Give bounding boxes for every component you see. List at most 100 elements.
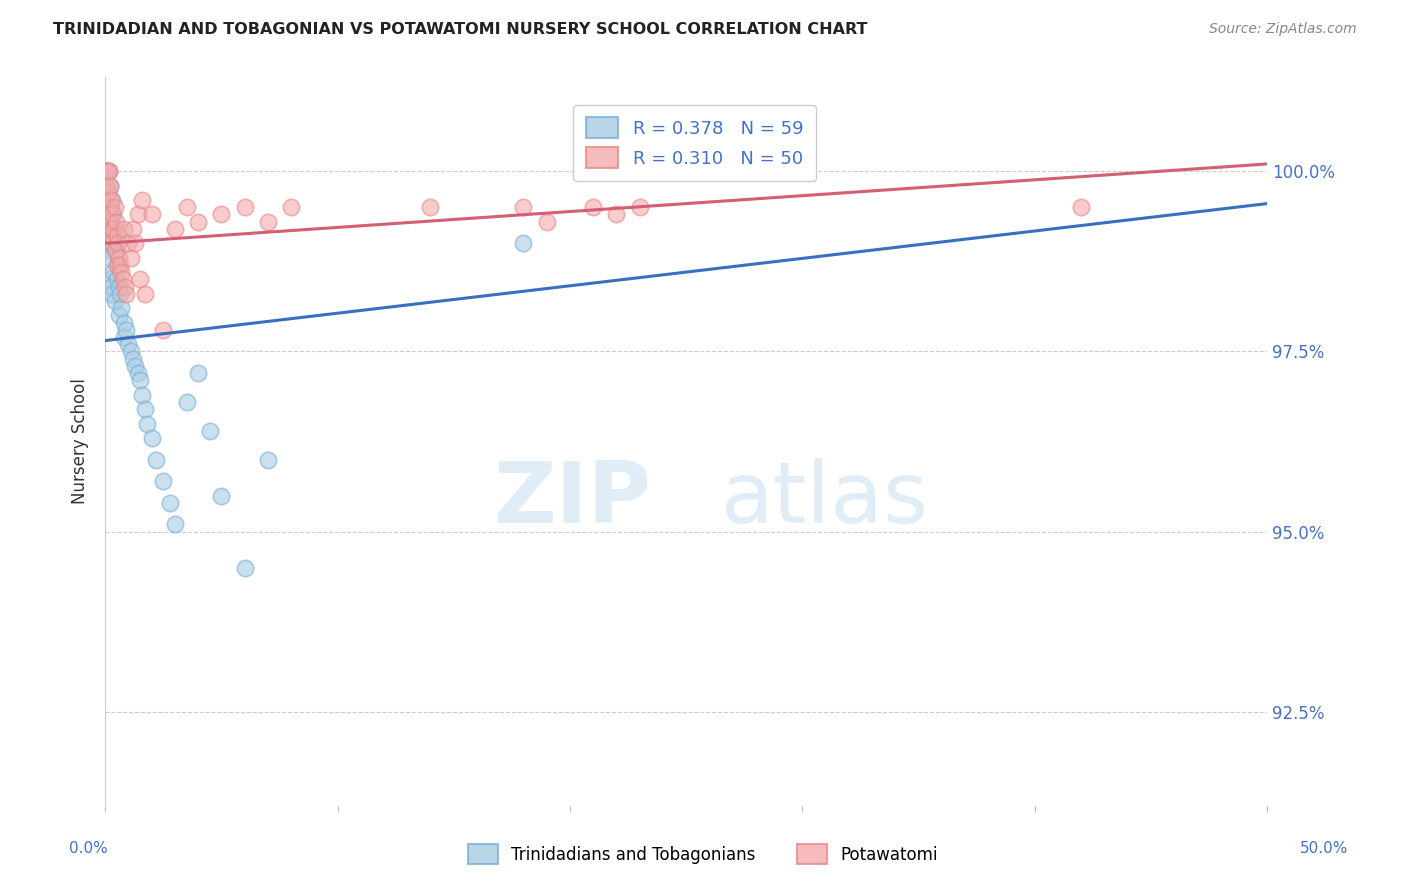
Point xyxy=(129,373,152,387)
Point xyxy=(108,251,131,265)
Point xyxy=(105,236,128,251)
Point xyxy=(101,207,124,221)
Point xyxy=(97,244,120,258)
Point xyxy=(100,236,122,251)
Point xyxy=(187,366,209,380)
Point xyxy=(101,236,124,251)
Point xyxy=(96,214,118,228)
Legend: Trinidadians and Tobagonians, Potawatomi: Trinidadians and Tobagonians, Potawatomi xyxy=(461,838,945,871)
Point xyxy=(110,301,132,315)
Point xyxy=(257,214,280,228)
Point xyxy=(115,286,138,301)
Y-axis label: Nursery School: Nursery School xyxy=(72,378,89,505)
Point xyxy=(110,265,132,279)
Point xyxy=(97,164,120,178)
Point xyxy=(122,351,145,366)
Point xyxy=(152,474,174,488)
Point xyxy=(152,323,174,337)
Point xyxy=(96,193,118,207)
Point xyxy=(198,424,221,438)
Point xyxy=(96,207,118,221)
Point xyxy=(100,222,122,236)
Point xyxy=(103,222,125,236)
Point xyxy=(233,560,256,574)
Point xyxy=(103,207,125,221)
Point xyxy=(98,178,121,193)
Point xyxy=(107,258,129,272)
Point xyxy=(104,244,127,258)
Point xyxy=(582,200,605,214)
Point xyxy=(107,236,129,251)
Point xyxy=(98,272,121,286)
Point xyxy=(97,164,120,178)
Point xyxy=(176,395,198,409)
Point xyxy=(101,193,124,207)
Point xyxy=(97,200,120,214)
Point xyxy=(122,222,145,236)
Point xyxy=(127,207,149,221)
Point xyxy=(96,186,118,200)
Point xyxy=(117,236,139,251)
Point xyxy=(233,200,256,214)
Point xyxy=(136,417,159,431)
Point xyxy=(103,293,125,308)
Point xyxy=(103,265,125,279)
Point xyxy=(103,200,125,214)
Point xyxy=(131,193,153,207)
Point xyxy=(101,286,124,301)
Point xyxy=(134,402,156,417)
Text: TRINIDADIAN AND TOBAGONIAN VS POTAWATOMI NURSERY SCHOOL CORRELATION CHART: TRINIDADIAN AND TOBAGONIAN VS POTAWATOMI… xyxy=(53,22,868,37)
Point xyxy=(209,489,232,503)
Point xyxy=(512,236,534,251)
Point xyxy=(100,200,122,214)
Point xyxy=(97,222,120,236)
Point xyxy=(104,214,127,228)
Point xyxy=(105,229,128,244)
Point xyxy=(124,359,146,373)
Point xyxy=(108,309,131,323)
Text: 50.0%: 50.0% xyxy=(1301,841,1348,856)
Point xyxy=(187,214,209,228)
Point xyxy=(96,164,118,178)
Point xyxy=(96,236,118,251)
Point xyxy=(110,258,132,272)
Point xyxy=(98,251,121,265)
Point xyxy=(98,214,121,228)
Point xyxy=(628,200,651,214)
Point xyxy=(163,517,186,532)
Point xyxy=(209,207,232,221)
Point xyxy=(97,200,120,214)
Point xyxy=(100,193,122,207)
Point xyxy=(176,200,198,214)
Point xyxy=(98,214,121,228)
Point xyxy=(111,272,134,286)
Point xyxy=(117,337,139,351)
Point xyxy=(98,178,121,193)
Point xyxy=(134,286,156,301)
Point xyxy=(163,222,186,236)
Point xyxy=(96,164,118,178)
Point xyxy=(96,164,118,178)
Point xyxy=(114,279,136,293)
Point xyxy=(96,178,118,193)
Point xyxy=(96,186,118,200)
Point xyxy=(419,200,441,214)
Point xyxy=(100,279,122,293)
Legend: R = 0.378   N = 59, R = 0.310   N = 50: R = 0.378 N = 59, R = 0.310 N = 50 xyxy=(574,104,815,181)
Point xyxy=(141,431,163,445)
Text: atlas: atlas xyxy=(721,458,929,541)
Point xyxy=(96,164,118,178)
Point xyxy=(257,452,280,467)
Point xyxy=(103,222,125,236)
Point xyxy=(101,229,124,244)
Point xyxy=(131,387,153,401)
Text: Source: ZipAtlas.com: Source: ZipAtlas.com xyxy=(1209,22,1357,37)
Point xyxy=(280,200,302,214)
Point xyxy=(96,229,118,244)
Point xyxy=(1070,200,1092,214)
Point xyxy=(105,272,128,286)
Point xyxy=(96,178,118,193)
Point xyxy=(112,330,135,344)
Point xyxy=(159,496,181,510)
Point xyxy=(120,344,142,359)
